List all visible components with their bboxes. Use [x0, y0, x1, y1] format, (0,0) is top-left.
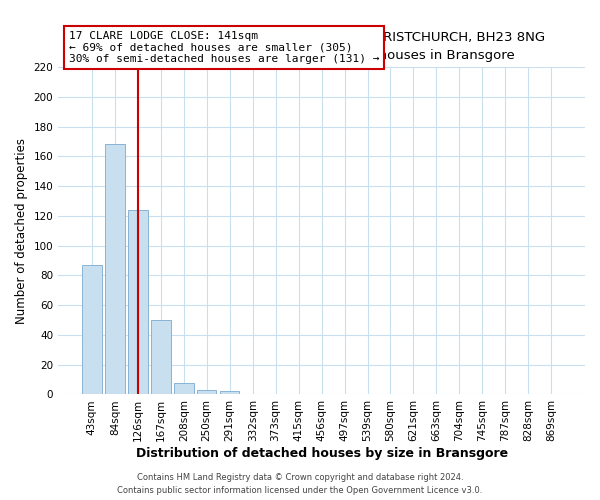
Y-axis label: Number of detached properties: Number of detached properties	[15, 138, 28, 324]
Text: Contains HM Land Registry data © Crown copyright and database right 2024.
Contai: Contains HM Land Registry data © Crown c…	[118, 474, 482, 495]
Bar	[105, 144, 125, 394]
Bar	[197, 390, 217, 394]
Text: 17 CLARE LODGE CLOSE: 141sqm
← 69% of detached houses are smaller (305)
30% of s: 17 CLARE LODGE CLOSE: 141sqm ← 69% of de…	[69, 30, 379, 64]
Bar	[220, 392, 239, 394]
Title: 17, CLARE LODGE CLOSE, BRANSGORE, CHRISTCHURCH, BH23 8NG
Size of property relati: 17, CLARE LODGE CLOSE, BRANSGORE, CHRIST…	[98, 30, 545, 62]
Bar	[82, 265, 101, 394]
X-axis label: Distribution of detached houses by size in Bransgore: Distribution of detached houses by size …	[136, 447, 508, 460]
Bar	[174, 382, 194, 394]
Bar	[128, 210, 148, 394]
Bar	[151, 320, 170, 394]
